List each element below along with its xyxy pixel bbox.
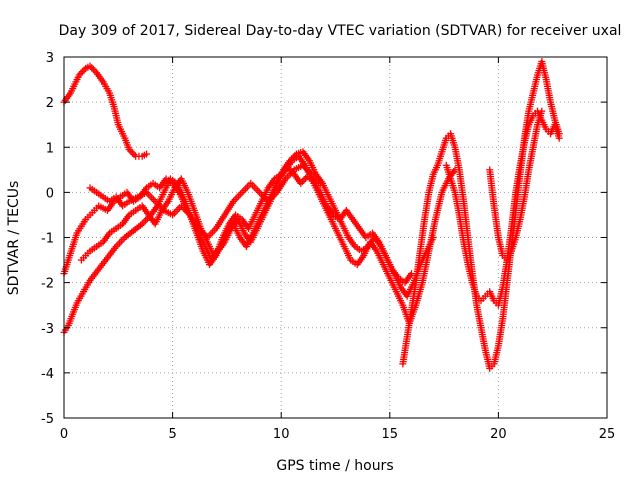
- data-point: [143, 150, 151, 158]
- chart-title: Day 309 of 2017, Sidereal Day-to-day VTE…: [59, 23, 622, 39]
- data-points: [60, 58, 563, 372]
- data-point: [555, 134, 563, 142]
- data-point: [316, 179, 324, 187]
